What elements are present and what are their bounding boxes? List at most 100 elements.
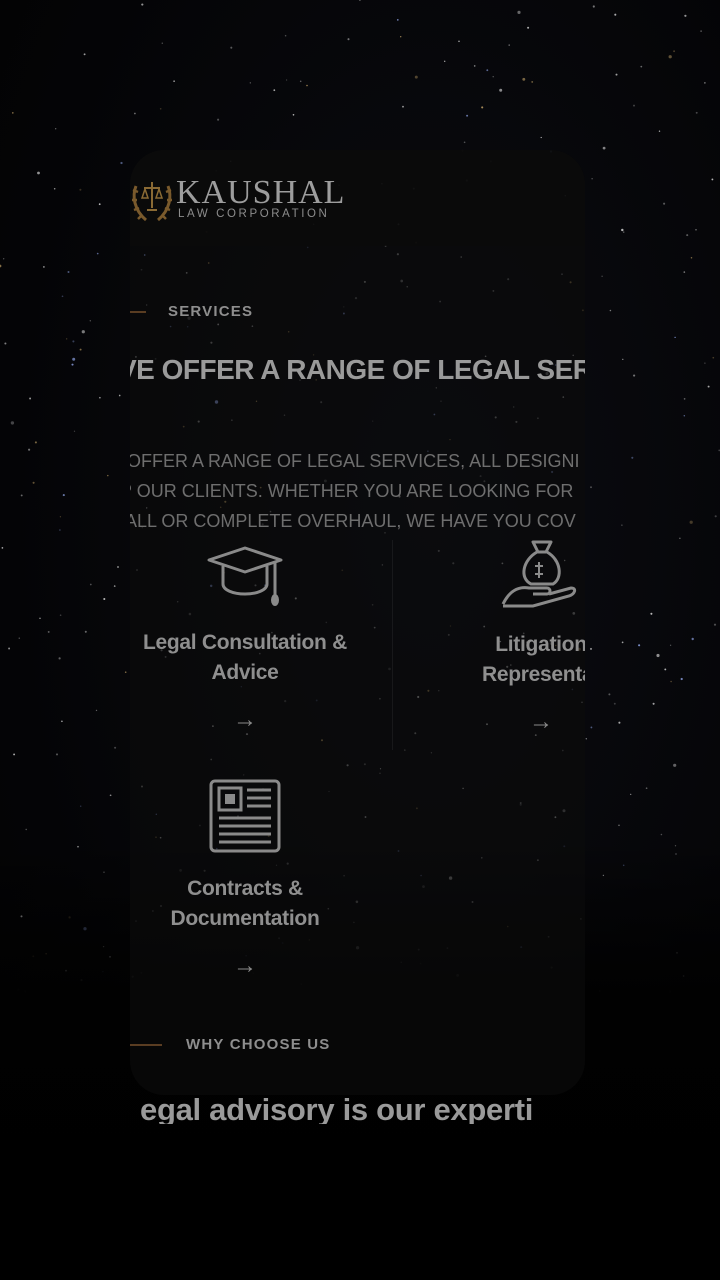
star bbox=[622, 231, 625, 233]
star bbox=[668, 55, 672, 59]
star bbox=[95, 709, 98, 712]
star bbox=[109, 794, 112, 797]
star bbox=[81, 330, 85, 334]
service-title-line: Representat bbox=[481, 663, 585, 686]
star bbox=[618, 721, 621, 724]
star bbox=[602, 146, 606, 150]
services-intro: E OFFER A RANGE OF LEGAL SERVICES, ALL D… bbox=[130, 446, 585, 536]
star bbox=[292, 113, 295, 116]
star bbox=[590, 486, 592, 489]
why-eyebrow: WHY CHOOSE US bbox=[186, 1036, 331, 1053]
services-eyebrow: SERVICES bbox=[168, 303, 254, 320]
service-card-contracts[interactable]: Contracts & Documentation → bbox=[130, 778, 360, 978]
star bbox=[683, 271, 686, 273]
star bbox=[633, 104, 635, 107]
star bbox=[689, 520, 693, 524]
service-card-consultation[interactable]: Legal Consultation & Advice → bbox=[130, 542, 360, 732]
service-card-litigation[interactable]: Litigation Representat → bbox=[426, 540, 585, 734]
star bbox=[527, 26, 530, 29]
star bbox=[124, 671, 127, 673]
star bbox=[414, 75, 418, 79]
star bbox=[58, 657, 61, 660]
star bbox=[39, 617, 41, 620]
star bbox=[713, 623, 717, 626]
star bbox=[691, 637, 694, 641]
star bbox=[618, 824, 620, 827]
star bbox=[622, 358, 624, 360]
star bbox=[614, 13, 617, 16]
star bbox=[704, 362, 706, 364]
star bbox=[522, 77, 526, 81]
star bbox=[591, 178, 593, 180]
service-title: Contracts & Documentation bbox=[130, 874, 360, 934]
star bbox=[66, 338, 68, 340]
star bbox=[621, 228, 624, 232]
intro-line: LP OUR CLIENTS. WHETHER YOU ARE LOOKING … bbox=[130, 481, 574, 501]
star bbox=[107, 474, 109, 477]
star bbox=[61, 720, 63, 723]
star bbox=[621, 641, 624, 644]
star bbox=[601, 275, 603, 277]
star bbox=[463, 141, 466, 144]
star bbox=[673, 50, 676, 53]
star bbox=[499, 88, 503, 92]
star bbox=[55, 753, 59, 756]
star bbox=[59, 614, 62, 616]
star bbox=[590, 726, 593, 729]
star bbox=[159, 108, 162, 110]
arrow-right-icon[interactable]: → bbox=[233, 952, 257, 979]
star bbox=[664, 668, 667, 671]
star bbox=[638, 644, 641, 647]
star bbox=[683, 398, 686, 400]
star bbox=[658, 130, 661, 132]
service-title: Legal Consultation & Advice bbox=[130, 628, 360, 688]
star bbox=[67, 270, 70, 274]
star bbox=[679, 537, 681, 539]
star bbox=[72, 357, 76, 361]
star bbox=[347, 38, 350, 41]
star bbox=[103, 597, 106, 601]
star bbox=[120, 161, 123, 165]
star bbox=[141, 3, 144, 6]
star bbox=[540, 136, 542, 139]
star bbox=[13, 753, 16, 756]
star bbox=[444, 60, 446, 62]
arrow-right-icon[interactable]: → bbox=[529, 708, 553, 735]
star bbox=[29, 397, 32, 400]
star bbox=[37, 171, 40, 175]
star bbox=[707, 385, 710, 388]
star bbox=[711, 178, 714, 181]
star bbox=[4, 342, 7, 345]
star bbox=[585, 738, 587, 740]
star bbox=[99, 396, 101, 399]
star bbox=[684, 14, 687, 17]
star bbox=[10, 421, 15, 425]
star bbox=[690, 256, 693, 259]
why-eyebrow-line bbox=[130, 1044, 162, 1046]
arrow-right-icon[interactable]: → bbox=[233, 706, 257, 733]
star bbox=[249, 82, 251, 84]
star bbox=[466, 114, 469, 117]
mobile-page-frame: KAUSHAL LAW CORPORATION SERVICES VE OFFE… bbox=[130, 150, 585, 1095]
star bbox=[402, 105, 404, 108]
star bbox=[473, 65, 476, 67]
star bbox=[20, 494, 23, 497]
star bbox=[47, 630, 50, 633]
brand-tagline: LAW CORPORATION bbox=[178, 208, 330, 220]
star bbox=[481, 106, 484, 109]
service-title-line: Litigation bbox=[495, 633, 585, 656]
brand-name: KAUSHAL bbox=[176, 174, 346, 211]
star bbox=[62, 494, 65, 497]
star bbox=[0, 264, 2, 268]
service-title: Litigation Representat bbox=[426, 630, 585, 690]
star bbox=[704, 82, 706, 84]
star bbox=[173, 80, 175, 82]
star bbox=[645, 787, 648, 790]
star bbox=[8, 647, 11, 650]
star bbox=[669, 644, 672, 646]
star bbox=[284, 34, 287, 37]
star bbox=[650, 612, 653, 615]
star bbox=[73, 430, 76, 432]
star bbox=[633, 374, 636, 377]
star bbox=[299, 80, 302, 83]
